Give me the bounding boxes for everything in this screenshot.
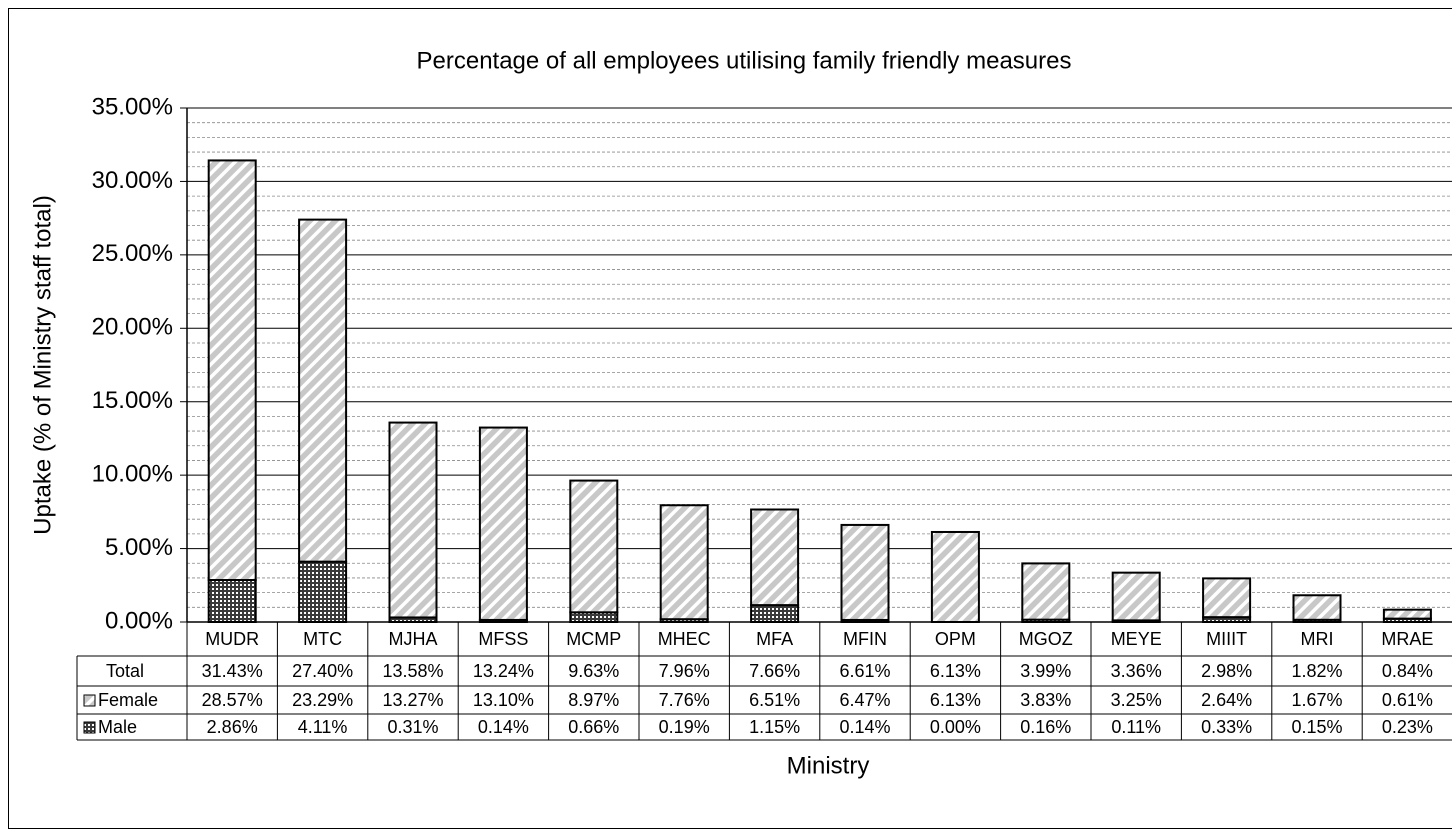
table-cell: 6.51% [749,690,800,710]
table-cell: 13.24% [473,661,534,681]
bar-segment [569,611,619,624]
table-cell: 4.11% [298,717,348,737]
table-cell: 1.67% [1291,690,1342,710]
table-cell: 1.82% [1291,661,1342,681]
table-cell: 3.25% [1111,690,1162,710]
legend-key [83,721,96,734]
table-cell: 6.13% [930,690,981,710]
bar-segment [478,426,528,621]
table-cell: 7.96% [659,661,710,681]
bar-segment [1202,577,1252,619]
x-tick-label: MGOZ [1019,629,1073,649]
table-cell: 8.97% [568,690,619,710]
table-cell: 31.43% [202,661,263,681]
table-cell: 0.33% [1201,717,1252,737]
bar-segment [1382,608,1432,620]
bar-segment [1111,571,1161,622]
table-cell: 2.86% [207,717,258,737]
y-tick-label: 30.00% [92,167,173,194]
y-tick-label: 20.00% [92,314,173,341]
bar-segment [1292,594,1342,621]
x-tick-label: OPM [935,629,976,649]
bar-segment [930,530,980,623]
table-cell: 13.27% [382,690,443,710]
table-cell: 23.29% [292,690,353,710]
table-cell: 13.58% [382,661,443,681]
table-cell: 0.61% [1382,690,1433,710]
y-axis-title: Uptake (% of Ministry staff total) [29,195,56,535]
table-cell: 3.83% [1020,690,1071,710]
y-tick-label: 5.00% [105,534,173,561]
x-tick-label: MTC [303,629,342,649]
table-cell: 3.36% [1111,661,1162,681]
x-tick-label: MRI [1301,629,1334,649]
table-cell: 7.66% [749,661,800,681]
table-cell: 9.63% [568,661,619,681]
table-cell: 6.47% [839,690,890,710]
table-cell: 2.64% [1201,690,1252,710]
table-cell: 0.00% [930,717,981,737]
table-cell: 6.13% [930,661,981,681]
table-cell: 13.10% [473,690,534,710]
table-cell: 0.31% [387,717,438,737]
table-cell: 6.61% [839,661,890,681]
table-cell: 3.99% [1020,661,1071,681]
legend-label: Male [98,717,137,737]
table-cell: 0.23% [1382,717,1433,737]
bar-segment [1021,562,1071,621]
y-tick-label: 25.00% [92,240,173,267]
x-tick-label: MEYE [1111,629,1162,649]
table-cell: 28.57% [202,690,263,710]
legend-key [83,694,96,707]
x-tick-label: MIIIT [1206,629,1247,649]
bar-segment [750,508,800,607]
y-tick-label: 0.00% [105,607,173,634]
bar-segment [207,578,257,623]
table-cell: 0.16% [1020,717,1071,737]
table-cell: 0.15% [1291,717,1342,737]
table-cell: 0.11% [1111,717,1161,737]
x-tick-label: MCMP [566,629,621,649]
table-cell: 0.66% [568,717,619,737]
bar-segment [569,479,619,614]
x-tick-label: MFIN [843,629,887,649]
x-tick-label: MFA [756,629,793,649]
table-cell: 0.19% [659,717,710,737]
x-tick-label: MRAE [1381,629,1433,649]
x-tick-label: MUDR [205,629,259,649]
table-cell: 27.40% [292,661,353,681]
table-cell: 7.76% [659,690,710,710]
table-cell: 0.84% [1382,661,1433,681]
bar-segment [659,504,709,621]
legend-label: Female [98,690,158,710]
x-axis-title: Ministry [787,752,870,779]
bar-segment [750,604,800,624]
table-cell: 1.15% [749,717,800,737]
x-tick-label: MHEC [658,629,711,649]
table-row-label: Total [106,661,144,681]
table-cell: 0.14% [478,717,529,737]
x-tick-label: MJHA [389,629,438,649]
bar-segment [207,159,257,581]
bar-segment [840,523,890,621]
table-cell: 2.98% [1201,661,1252,681]
y-tick-label: 35.00% [92,93,173,120]
x-tick-label: MFSS [478,629,528,649]
chart-title: Percentage of all employees utilising fa… [417,47,1072,74]
table-cell: 0.14% [839,717,890,737]
bar-segment [298,218,348,563]
bar-segment [388,421,438,619]
y-tick-label: 15.00% [92,387,173,414]
bar-segment [298,560,348,624]
y-tick-label: 10.00% [92,460,173,487]
